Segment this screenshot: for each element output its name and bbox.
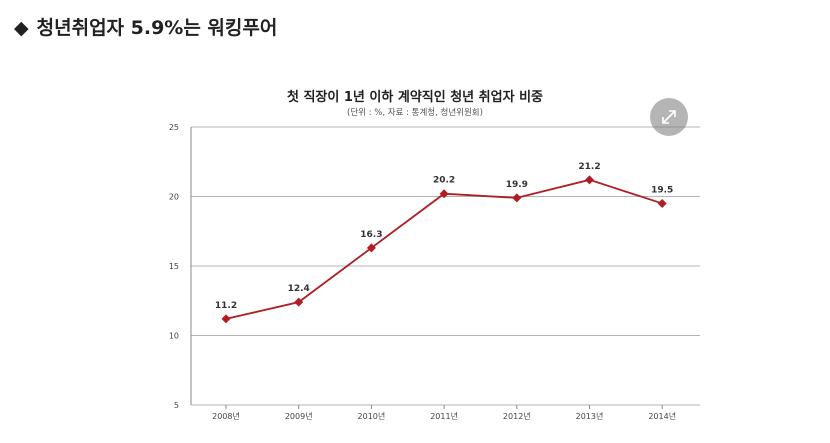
data-label: 12.4 xyxy=(288,284,310,294)
y-tick-label: 15 xyxy=(169,262,179,271)
chart-subtitle: (단위 : %, 자료 : 통계청, 청년위원회) xyxy=(347,108,483,118)
data-point-marker xyxy=(439,189,449,199)
chart-title: 첫 직장이 1년 이하 계약직인 청년 취업자 비중 xyxy=(286,90,543,105)
y-tick-label: 20 xyxy=(169,193,179,202)
expand-image-button[interactable] xyxy=(650,98,688,136)
data-point-marker xyxy=(512,193,522,203)
data-point-marker xyxy=(585,175,594,185)
x-tick-label: 2008년 xyxy=(212,411,240,421)
diamond-bullet-icon: ◆ xyxy=(14,17,29,39)
headline-text: 청년취업자 5.9%는 워킹푸어 xyxy=(36,17,278,39)
y-tick-label: 10 xyxy=(169,332,179,341)
data-label: 16.3 xyxy=(360,230,382,240)
data-point-marker xyxy=(657,198,667,208)
data-label: 19.5 xyxy=(651,185,673,195)
x-tick-label: 2010년 xyxy=(358,411,386,421)
y-tick-label: 5 xyxy=(174,401,179,410)
series-line xyxy=(225,178,663,320)
data-point-marker xyxy=(221,314,231,324)
data-label: 19.9 xyxy=(506,180,528,190)
x-tick-label: 2014년 xyxy=(648,411,676,421)
data-point-marker xyxy=(294,297,304,307)
data-point-marker xyxy=(366,243,376,253)
x-tick-label: 2012년 xyxy=(503,411,531,421)
y-tick-label: 25 xyxy=(169,123,179,132)
headline: ◆ 청년취업자 5.9%는 워킹푸어 xyxy=(14,13,277,40)
data-label: 20.2 xyxy=(433,176,455,186)
data-label: 11.2 xyxy=(215,301,237,311)
data-label: 21.2 xyxy=(578,162,600,172)
x-tick-label: 2013년 xyxy=(576,411,604,421)
x-tick-label: 2011년 xyxy=(430,411,458,421)
expand-arrows-icon xyxy=(662,110,676,124)
x-tick-label: 2009년 xyxy=(285,411,313,421)
